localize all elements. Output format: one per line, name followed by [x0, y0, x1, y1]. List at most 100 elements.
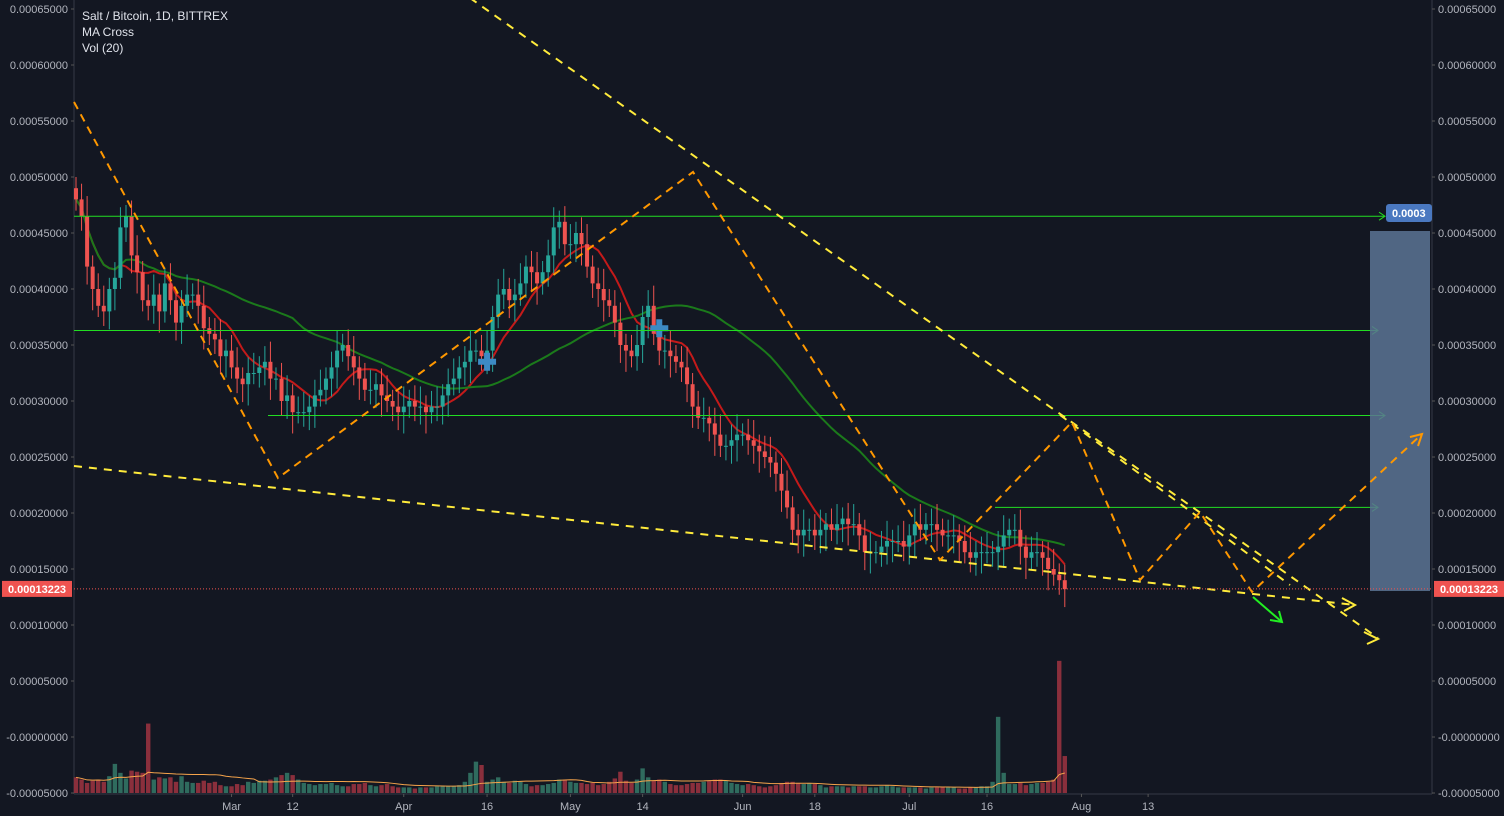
candle-body [818, 529, 823, 536]
volume-bar [334, 785, 340, 793]
candle-body [507, 289, 512, 301]
volume-bar [429, 787, 434, 793]
candle-body [451, 378, 456, 385]
candle-body [96, 289, 101, 306]
volume-bar [584, 784, 590, 793]
support-trendline [73, 465, 1356, 606]
candle-body [168, 283, 173, 301]
volume-bar [340, 786, 345, 793]
volume-bar [795, 782, 801, 793]
volume-bar [351, 784, 356, 793]
volume-bar [801, 784, 806, 793]
price-axes: 0.00065000 0.00065000 0.00060000 0.00060000… [2, 4, 1504, 800]
price-tick-left: 0.00010000 [10, 620, 68, 632]
price-tick-right: 0.00050000 [1438, 172, 1496, 184]
volume-bar [201, 780, 206, 793]
volume-bar [151, 779, 156, 793]
volume-bar [101, 781, 106, 793]
volume-bar [607, 781, 612, 793]
candle-body [312, 395, 317, 407]
volume-bar [479, 765, 484, 793]
volume-bar [96, 779, 101, 793]
chart-legend: Salt / Bitcoin, 1D, BITTREX MA Cross Vol… [82, 8, 228, 56]
volume-bar [118, 772, 123, 793]
volume-bar [84, 782, 90, 793]
volume-bar [912, 787, 918, 793]
volume-bar [701, 781, 706, 793]
candle-body [568, 244, 573, 246]
last-price-tag-text-left: 0.00013223 [8, 584, 66, 596]
date-tick: 13 [1142, 801, 1154, 813]
volume-bar [212, 781, 218, 793]
candle-body [907, 535, 912, 547]
candle-body [762, 451, 767, 457]
candle-body [1007, 529, 1012, 536]
volume-bar [79, 779, 84, 793]
volume-bar [257, 780, 262, 793]
candle-body [262, 361, 267, 368]
volume-bars [73, 660, 1067, 793]
trend-drawings: 0.0003 [73, 0, 1432, 645]
price-tick-right: 0.00020000 [1438, 508, 1496, 520]
volume-bar [468, 772, 473, 793]
candle-body [985, 552, 990, 554]
volume-bar [851, 786, 856, 793]
date-tick: Jul [902, 801, 916, 813]
candle-body [346, 345, 351, 357]
volume-bar [495, 777, 501, 793]
volume-bar [1051, 779, 1056, 793]
candle-body [123, 216, 128, 228]
candle-body [829, 524, 834, 530]
candle-body [751, 440, 756, 446]
indicator-volume[interactable]: Vol (20) [82, 41, 124, 55]
price-tick-right: 0.00005000 [1438, 676, 1496, 688]
indicator-ma-cross[interactable]: MA Cross [82, 25, 135, 39]
candle-body [323, 378, 328, 390]
candle-body [368, 389, 373, 391]
candle-body [373, 384, 378, 390]
candle-body [857, 524, 862, 536]
volume-bar [312, 785, 318, 793]
volume-bar [368, 785, 373, 793]
candle-body [529, 266, 534, 273]
candle-body [723, 445, 728, 447]
volume-bar [707, 780, 712, 793]
candle-body [74, 188, 78, 200]
candle-body [473, 350, 478, 352]
price-tick-right: 0.00035000 [1438, 340, 1496, 352]
volume-bar [1062, 756, 1067, 793]
volume-bar [934, 787, 940, 793]
candle-body [573, 233, 578, 245]
candle-body [951, 535, 956, 537]
candle-body [301, 412, 306, 414]
candle-body [740, 434, 745, 436]
candle-body [268, 361, 273, 379]
volume-bar [995, 716, 1001, 793]
volume-bar [184, 781, 190, 793]
candle-body [912, 524, 917, 536]
trend-arrowhead [1341, 597, 1358, 612]
volume-bar [573, 782, 579, 793]
last-price-tag-text-right: 0.00013223 [1440, 584, 1498, 596]
ma-cross-marker [478, 352, 497, 371]
candle-body [140, 272, 145, 301]
price-tick-left: 0.00065000 [10, 4, 68, 16]
price-tick-right: 0.00030000 [1438, 396, 1496, 408]
volume-bar [1023, 785, 1029, 793]
volume-bar [1034, 782, 1040, 793]
volume-bar [723, 780, 729, 793]
volume-bar [862, 786, 868, 793]
candle-body [835, 524, 840, 530]
target-box [1370, 231, 1430, 591]
target-price-tag-text: 0.0003 [1392, 208, 1426, 220]
candle-body [979, 552, 984, 554]
volume-bar [157, 777, 162, 793]
volume-bar [362, 782, 368, 793]
candle-body [879, 546, 884, 553]
volume-bar [301, 782, 306, 793]
volume-bar [879, 786, 884, 793]
last-price-tag-left [2, 580, 72, 597]
candle-body [596, 283, 601, 289]
